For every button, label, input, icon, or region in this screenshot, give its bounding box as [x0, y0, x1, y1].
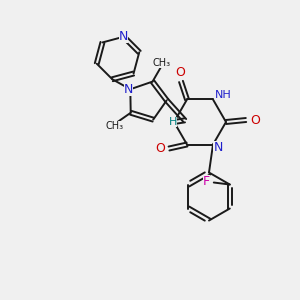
Text: N: N: [213, 141, 223, 154]
Text: F: F: [203, 175, 210, 188]
Text: H: H: [169, 117, 177, 128]
Text: O: O: [175, 66, 185, 79]
Text: NH: NH: [214, 91, 231, 100]
Text: O: O: [155, 142, 165, 155]
Text: CH₃: CH₃: [152, 58, 171, 68]
Text: O: O: [250, 113, 260, 127]
Text: N: N: [124, 83, 133, 96]
Text: N: N: [119, 30, 128, 43]
Text: CH₃: CH₃: [106, 121, 124, 131]
